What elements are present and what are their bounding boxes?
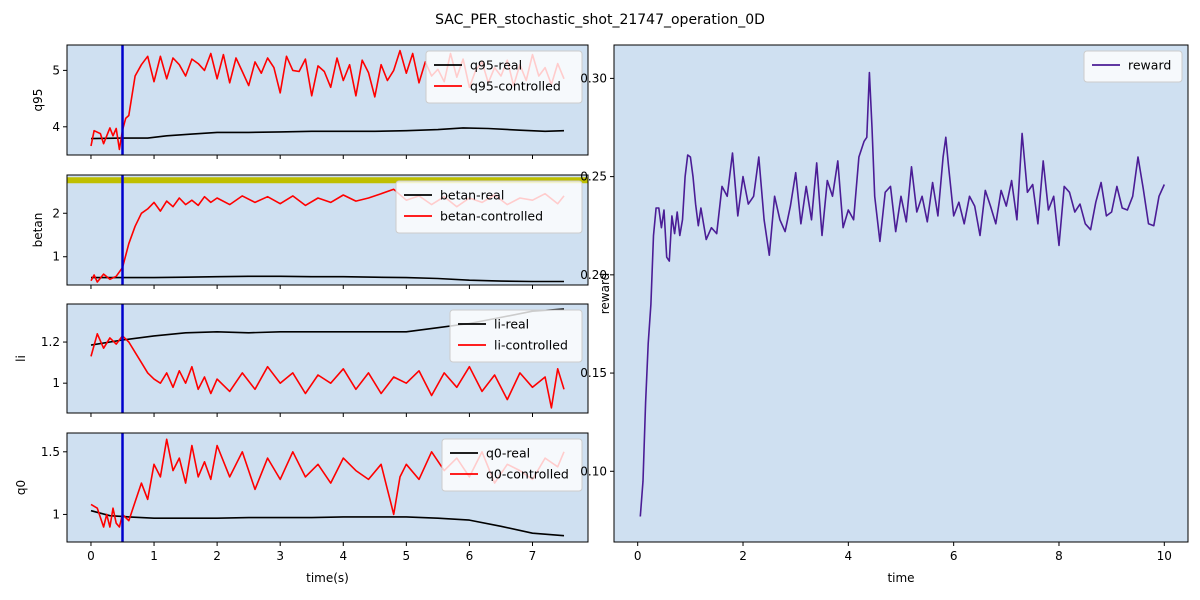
axes-background: [614, 45, 1188, 542]
legend-box: [395, 180, 583, 234]
legend-label: betan-controlled: [440, 209, 543, 224]
y-axis-label: q0: [14, 480, 28, 495]
y-tick-label: 1.5: [41, 445, 60, 459]
x-axis-label: time: [887, 571, 914, 585]
legend-box: [449, 309, 583, 363]
legend: li-real li-controlled: [449, 309, 583, 363]
legend-box: [1083, 50, 1183, 83]
y-tick-label: 5: [52, 63, 60, 77]
subplot-betan: 1 2 betan betan-real betan-controlled: [31, 174, 589, 289]
x-tick-label: 1: [150, 549, 158, 563]
series-line-q0-real: [90, 509, 565, 537]
axes-frame: [66, 303, 589, 414]
x-tick-label: 2: [213, 549, 221, 563]
legend-label: betan-real: [440, 188, 504, 203]
series-line-li-controlled: [90, 332, 565, 409]
y-tick-label: 4: [52, 120, 60, 134]
axes-frame: [66, 44, 589, 156]
y-tick-label: 0.20: [580, 268, 607, 282]
series-line-q95-real: [90, 127, 565, 140]
x-tick-label: 3: [276, 549, 284, 563]
legend-label: li-controlled: [494, 338, 568, 353]
legend-box: [441, 438, 583, 492]
legend: reward: [1083, 50, 1183, 83]
axes-frame: [66, 432, 589, 543]
legend: q0-real q0-controlled: [441, 438, 583, 492]
x-tick-label: 6: [466, 549, 474, 563]
plot-area: [639, 71, 1166, 517]
y-tick-label: 0.15: [580, 366, 607, 380]
subplot-reward: 0 2 4 6 8 10 0.10 0.15 0.20 0.25 0.30 reward time rew…: [580, 44, 1189, 585]
legend-label: q95-controlled: [470, 79, 561, 94]
y-tick-label: 1: [52, 250, 60, 264]
legend-label: q0-real: [486, 446, 530, 461]
y-tick-label: 1: [52, 376, 60, 390]
legend-box: [425, 50, 583, 104]
x-tick-label: 4: [845, 549, 853, 563]
x-tick-label: 0: [87, 549, 95, 563]
legend: betan-real betan-controlled: [395, 180, 583, 234]
x-tick-label: 8: [1055, 549, 1063, 563]
x-tick-label: 10: [1157, 549, 1172, 563]
plots: 4 5 q95 q95-real q95-controlled 1 2 betan betan-…: [14, 44, 1189, 585]
x-tick-label: 2: [739, 549, 747, 563]
x-tick-label: 7: [529, 549, 537, 563]
x-tick-label: 5: [403, 549, 411, 563]
legend-label: reward: [1128, 58, 1171, 73]
x-tick-label: 4: [339, 549, 347, 563]
subplot-q0: 0 1 2 3 4 5 6 7 1 1.5 q0 time(s) q0-real q0-controlle…: [14, 432, 589, 585]
axes-frame: [613, 44, 1189, 543]
y-tick-label: 0.10: [580, 464, 607, 478]
figure-title: SAC_PER_stochastic_shot_21747_operation_…: [435, 12, 765, 28]
x-tick-label: 0: [634, 549, 642, 563]
y-tick-label: 1.2: [41, 335, 60, 349]
x-axis-label: time(s): [306, 571, 349, 585]
y-tick-label: 2: [52, 206, 60, 220]
series-line-reward: [639, 71, 1166, 517]
y-tick-label: 1: [52, 507, 60, 521]
y-tick-label: 0.25: [580, 170, 607, 184]
legend-label: li-real: [494, 317, 529, 332]
y-axis-label: reward: [598, 273, 612, 315]
legend-label: q0-controlled: [486, 467, 569, 482]
subplot-q95: 4 5 q95 q95-real q95-controlled: [31, 44, 589, 159]
legend-label: q95-real: [470, 58, 522, 73]
x-tick-label: 6: [950, 549, 958, 563]
y-axis-label: li: [14, 355, 28, 362]
series-line-betan-real: [91, 275, 564, 283]
y-axis-label: betan: [31, 213, 45, 248]
subplot-li: 1 1.2 li li-real li-controlled: [14, 303, 589, 417]
axes-frame: [66, 174, 589, 286]
legend: q95-real q95-controlled: [425, 50, 583, 104]
y-axis-label: q95: [31, 89, 45, 112]
y-tick-label: 0.30: [580, 71, 607, 85]
